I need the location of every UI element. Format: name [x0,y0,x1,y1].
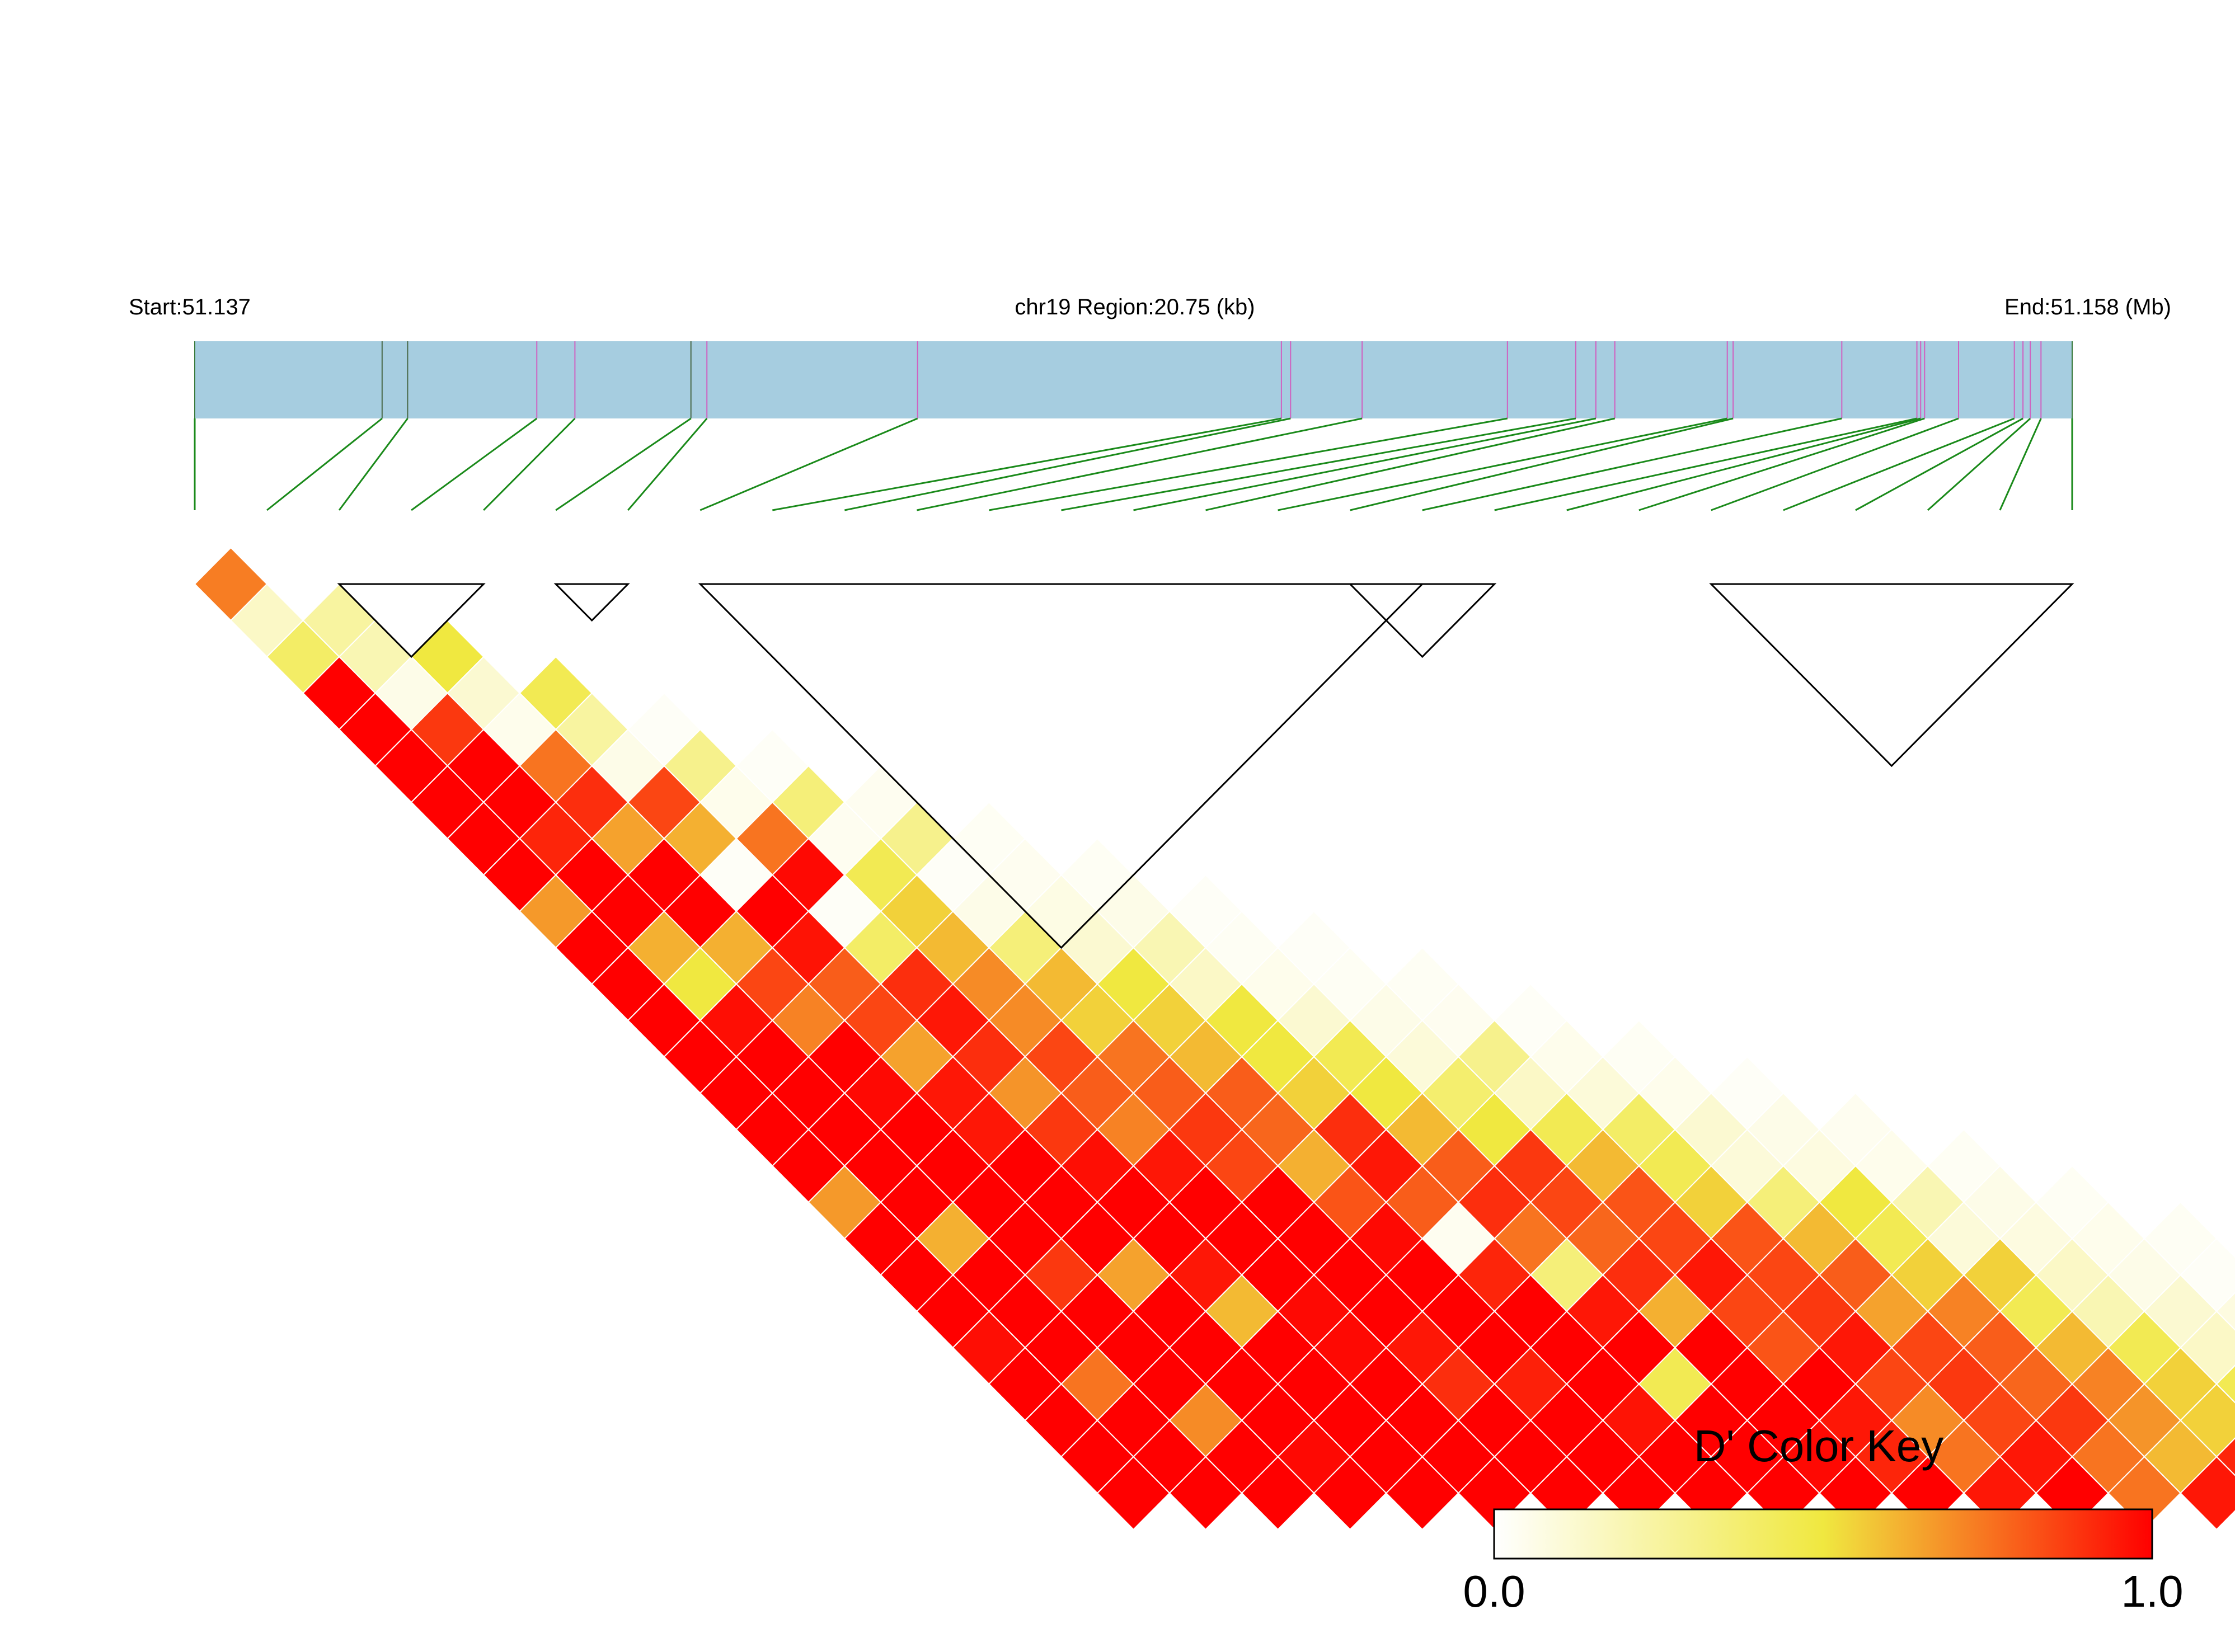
ld-cell [1168,1456,1243,1531]
snp-connector [917,417,1363,511]
region-end-label: End:51.158 (Mb) [2004,295,2171,319]
color-key-title: D' Color Key [1694,1421,1944,1471]
color-key-min-label: 0.0 [1463,1566,1525,1616]
snp-connector [1350,417,1734,511]
snp-connector [1855,417,2023,511]
gene-region-bar [195,341,2072,418]
haplotype-block-outline [337,583,486,658]
snp-connector [772,417,1282,511]
snp-connectors [194,417,2073,511]
ld-cell [2215,1437,2235,1476]
ld-cell [2180,1456,2235,1531]
snp-connector [989,417,1508,511]
snp-connector [1783,417,2015,511]
snp-connector [338,418,409,511]
region-start-label: Start:51.137 [129,295,251,319]
snp-connector [1927,417,2031,511]
region-title: chr19 Region:20.75 (kb) [1015,295,1255,319]
snp-connector [1278,417,1727,511]
snp-connector [1205,417,1616,511]
snp-connector [1999,418,2042,511]
snp-connector [1422,417,1842,511]
snp-connector [1133,417,1597,511]
snp-connector [555,417,692,511]
ld-cells [194,547,2235,1531]
color-key-max-label: 1.0 [2121,1566,2183,1616]
snp-connector [1638,417,1925,511]
snp-connector [411,417,538,511]
snp-connector [1494,417,1917,511]
ld-cell [1096,1456,1171,1531]
snp-connector [483,417,576,511]
haplotype-block-outline [1347,583,1497,658]
snp-markers [194,341,2073,418]
snp-connector [1711,417,1959,511]
snp-connector [844,417,1291,511]
ld-cell [1313,1456,1387,1531]
color-key: D' Color Key 0.0 1.0 [1463,1421,2183,1616]
snp-connector [266,417,383,511]
snp-connector [1061,417,1576,511]
ld-cell [1241,1456,1315,1531]
ld-cell [2215,1364,2235,1404]
haplotype-blocks [337,583,2074,949]
ld-cell [2215,1292,2235,1331]
snp-connector [1566,417,1921,511]
color-key-gradient [1493,1508,2153,1560]
ld-cell [1385,1456,1459,1531]
haplotype-block-outline [698,583,1425,949]
haplotype-block-outline [1709,583,2074,768]
snp-connector [699,417,918,511]
haplotype-block-outline [553,583,630,622]
snp-connector [627,418,708,511]
